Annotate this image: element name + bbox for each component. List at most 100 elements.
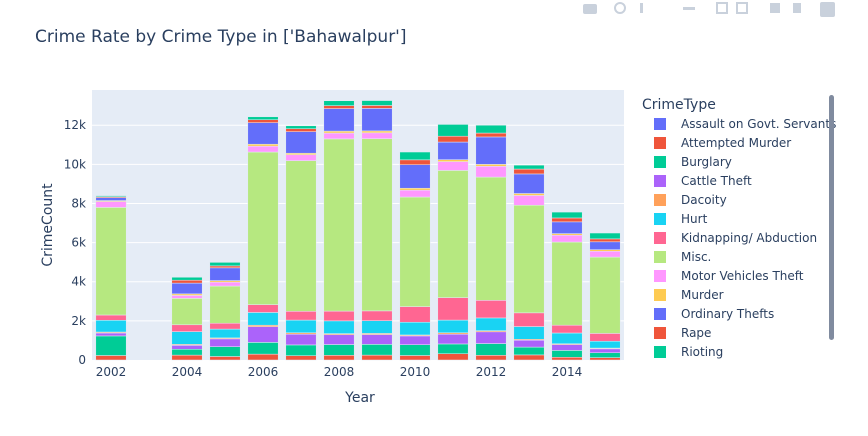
modebar-zoom-in-icon[interactable] <box>716 2 728 14</box>
bar-segment[interactable] <box>323 344 355 356</box>
bar-segment[interactable] <box>95 355 127 361</box>
bar-segment[interactable] <box>589 333 621 342</box>
bar-segment[interactable] <box>247 143 279 147</box>
bar-segment[interactable] <box>551 221 583 234</box>
bar-segment[interactable] <box>247 326 279 343</box>
bar-segment[interactable] <box>475 317 507 331</box>
bar-segment[interactable] <box>171 298 203 326</box>
bar-segment[interactable] <box>247 342 279 355</box>
bar-segment[interactable] <box>361 320 393 334</box>
bar-segment[interactable] <box>475 355 507 361</box>
bar-segment[interactable] <box>475 136 507 165</box>
legend-swatch[interactable] <box>654 232 666 244</box>
bar-segment[interactable] <box>589 352 621 358</box>
bar-segment[interactable] <box>95 332 127 337</box>
bar-segment[interactable] <box>361 108 393 132</box>
bar-segment[interactable] <box>513 195 545 206</box>
bar-segment[interactable] <box>589 357 621 361</box>
bar-segment[interactable] <box>361 344 393 356</box>
bar-segment[interactable] <box>551 350 583 358</box>
bar-segment[interactable] <box>475 343 507 356</box>
bar-segment[interactable] <box>285 125 317 129</box>
bar-segment[interactable] <box>285 344 317 356</box>
bar-segment[interactable] <box>475 124 507 134</box>
bar-segment[interactable] <box>171 324 203 332</box>
legend-label[interactable]: Kidnapping/ Abduction <box>681 231 817 245</box>
legend-swatch[interactable] <box>654 213 666 225</box>
bar-segment[interactable] <box>475 300 507 319</box>
bar-segment[interactable] <box>399 189 431 198</box>
bar-segment[interactable] <box>399 355 431 361</box>
bar-segment[interactable] <box>285 160 317 312</box>
bar-segment[interactable] <box>171 354 203 361</box>
bar-segment[interactable] <box>589 348 621 354</box>
bar-segment[interactable] <box>513 168 545 175</box>
bar-segment[interactable] <box>285 311 317 321</box>
bar-segment[interactable] <box>171 295 203 299</box>
bar-segment[interactable] <box>551 234 583 243</box>
bar-segment[interactable] <box>399 196 431 307</box>
modebar-zoom-out-icon[interactable] <box>736 2 748 14</box>
legend-label[interactable]: Motor Vehicles Theft <box>681 269 804 283</box>
bar-segment[interactable] <box>323 320 355 334</box>
bar-segment[interactable] <box>209 322 241 330</box>
legend-label[interactable]: Murder <box>681 288 724 302</box>
bar-segment[interactable] <box>513 173 545 194</box>
bar-segment[interactable] <box>437 161 469 171</box>
bar-segment[interactable] <box>171 348 203 356</box>
bar-segment[interactable] <box>247 119 279 123</box>
bar-segment[interactable] <box>589 256 621 334</box>
legend-swatch[interactable] <box>654 156 666 168</box>
bar-segment[interactable] <box>589 340 621 349</box>
bar-segment[interactable] <box>513 339 545 348</box>
legend-label[interactable]: Misc. <box>681 250 711 264</box>
bar-segment[interactable] <box>513 354 545 361</box>
bar-segment[interactable] <box>361 105 393 109</box>
legend-swatch[interactable] <box>654 175 666 187</box>
bar-segment[interactable] <box>171 279 203 284</box>
bar-segment[interactable] <box>551 344 583 351</box>
bar-segment[interactable] <box>437 353 469 361</box>
bar-segment[interactable] <box>361 130 393 134</box>
legend-swatch[interactable] <box>654 270 666 282</box>
bar-segment[interactable] <box>247 122 279 145</box>
bar-segment[interactable] <box>437 319 469 334</box>
bar-segment[interactable] <box>399 159 431 165</box>
bar-segment[interactable] <box>285 333 317 346</box>
legend-label[interactable]: Rape <box>681 326 711 340</box>
bar-segment[interactable] <box>437 343 469 354</box>
legend-swatch[interactable] <box>654 118 666 130</box>
bar-segment[interactable] <box>95 207 127 316</box>
bar-segment[interactable] <box>323 100 355 106</box>
bar-segment[interactable] <box>209 356 241 361</box>
bar-segment[interactable] <box>437 170 469 298</box>
bar-segment[interactable] <box>323 132 355 140</box>
bar-segment[interactable] <box>399 321 431 336</box>
bar-segment[interactable] <box>247 116 279 120</box>
bar-segment[interactable] <box>285 131 317 154</box>
bar-segment[interactable] <box>171 345 203 350</box>
bar-segment[interactable] <box>323 334 355 345</box>
modebar-autoscale-icon[interactable] <box>770 3 780 13</box>
bar-segment[interactable] <box>95 201 127 208</box>
bar-segment[interactable] <box>323 310 355 322</box>
bar-segment[interactable] <box>209 328 241 339</box>
bar-segment[interactable] <box>437 297 469 321</box>
bar-segment[interactable] <box>209 285 241 324</box>
legend-label[interactable]: Dacoity <box>681 193 727 207</box>
modebar-reset-icon[interactable] <box>793 3 801 13</box>
bar-segment[interactable] <box>171 331 203 345</box>
bar-segment[interactable] <box>247 312 279 326</box>
bar-segment[interactable] <box>589 232 621 240</box>
bar-segment[interactable] <box>475 166 507 178</box>
bar-segment[interactable] <box>551 324 583 334</box>
bar-segment[interactable] <box>209 281 241 287</box>
bar-segment[interactable] <box>247 353 279 361</box>
modebar-camera-icon[interactable] <box>583 4 597 14</box>
bar-segment[interactable] <box>95 314 127 321</box>
bar-segment[interactable] <box>399 335 431 345</box>
bar-segment[interactable] <box>95 335 127 356</box>
bar-segment[interactable] <box>209 338 241 347</box>
legend-label[interactable]: Cattle Theft <box>681 174 752 188</box>
bar-segment[interactable] <box>285 128 317 132</box>
